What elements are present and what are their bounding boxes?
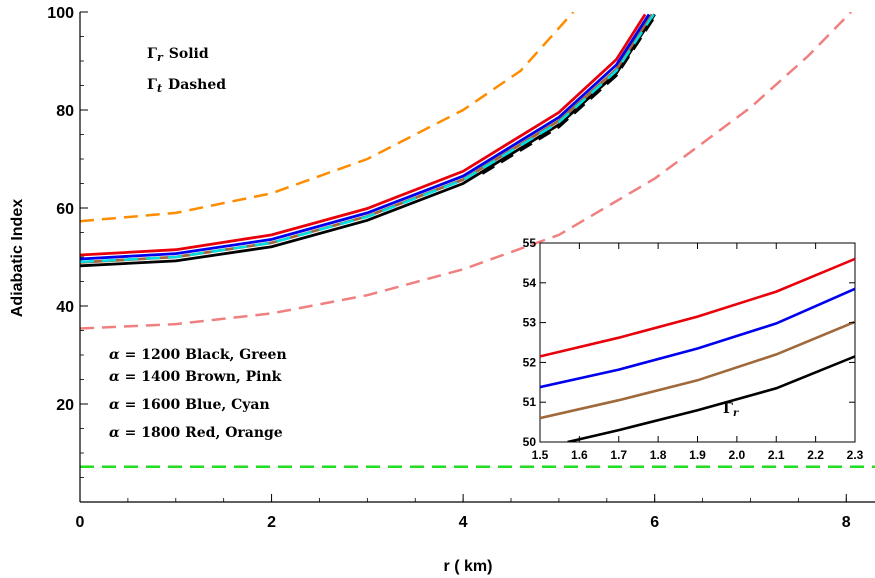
main-series-line-1 <box>80 13 653 264</box>
inset-y-tick-label: 54 <box>523 276 537 290</box>
inset-x-tick-label: 1.6 <box>571 448 588 462</box>
inset-series-line-3 <box>567 355 855 442</box>
main-series-line-2 <box>80 13 651 261</box>
inset-y-tick-label: 53 <box>523 316 537 330</box>
inset-plot: 1.5 1.6 1.7 1.8 1.9 2.0 2.1 2.2 2.3505152535455 … <box>523 236 864 462</box>
line-style-annotation: Γr Solid Γt Dashed <box>147 46 226 95</box>
main-series-line-5 <box>481 16 656 175</box>
inset-series-group <box>540 257 855 442</box>
main-series-line-4 <box>80 13 655 264</box>
inset-x-tick-label: 1.9 <box>689 448 706 462</box>
alpha-legend-1400: α = 1400 Brown, Pink <box>109 369 282 385</box>
inset-series-line-0 <box>540 257 855 358</box>
y-axis-title: Adiabatic Index <box>9 199 26 317</box>
inset-x-tick-label: 1.7 <box>610 448 627 462</box>
y-tick-label: 40 <box>56 299 74 316</box>
inset-series-line-1 <box>540 287 855 389</box>
inset-y-tick-label: 50 <box>523 435 537 449</box>
alpha-legend-1800: α = 1800 Red, Orange <box>109 425 283 441</box>
y-tick-label: 100 <box>47 5 74 22</box>
alpha-legend: α = 1200 Black, Green α = 1400 Brown, Pi… <box>109 347 287 441</box>
x-tick-label: 4 <box>459 514 468 531</box>
alpha-legend-1200: α = 1200 Black, Green <box>109 347 287 363</box>
main-series-line-7 <box>80 12 575 223</box>
main-series-line-0 <box>80 13 656 268</box>
inset-x-tick-label: 2.2 <box>807 448 824 462</box>
main-series-line-6 <box>80 12 852 330</box>
x-tick-label: 0 <box>76 514 85 531</box>
inset-x-tick-label: 2.3 <box>847 448 864 462</box>
inset-x-tick-label: 1.5 <box>532 448 549 462</box>
x-tick-label: 8 <box>842 514 851 531</box>
inset-y-tick-label: 52 <box>523 355 537 369</box>
main-series-group <box>80 12 875 468</box>
inset-y-tick-label: 55 <box>523 236 537 250</box>
inset-series-line-2 <box>540 320 855 420</box>
inset-x-tick-label: 2.0 <box>729 448 746 462</box>
y-tick-label: 60 <box>56 201 74 218</box>
x-tick-label: 6 <box>650 514 659 531</box>
x-tick-label: 2 <box>267 514 276 531</box>
alpha-legend-1600: α = 1600 Blue, Cyan <box>109 397 270 413</box>
inset-y-tick-label: 51 <box>523 395 537 409</box>
y-tick-label: 80 <box>56 103 74 120</box>
x-axis-title: r ( km) <box>444 558 493 575</box>
inset-gamma-r-label: Γr <box>723 401 739 419</box>
inset-x-tick-label: 2.1 <box>768 448 785 462</box>
y-tick-label: 20 <box>56 397 74 414</box>
main-plot: 0 2 4 6 8 20 40 60 80 100 r ( km) Adiabatic Index… <box>9 5 875 575</box>
main-series-line-3 <box>80 13 647 257</box>
inset-x-tick-label: 1.8 <box>650 448 667 462</box>
